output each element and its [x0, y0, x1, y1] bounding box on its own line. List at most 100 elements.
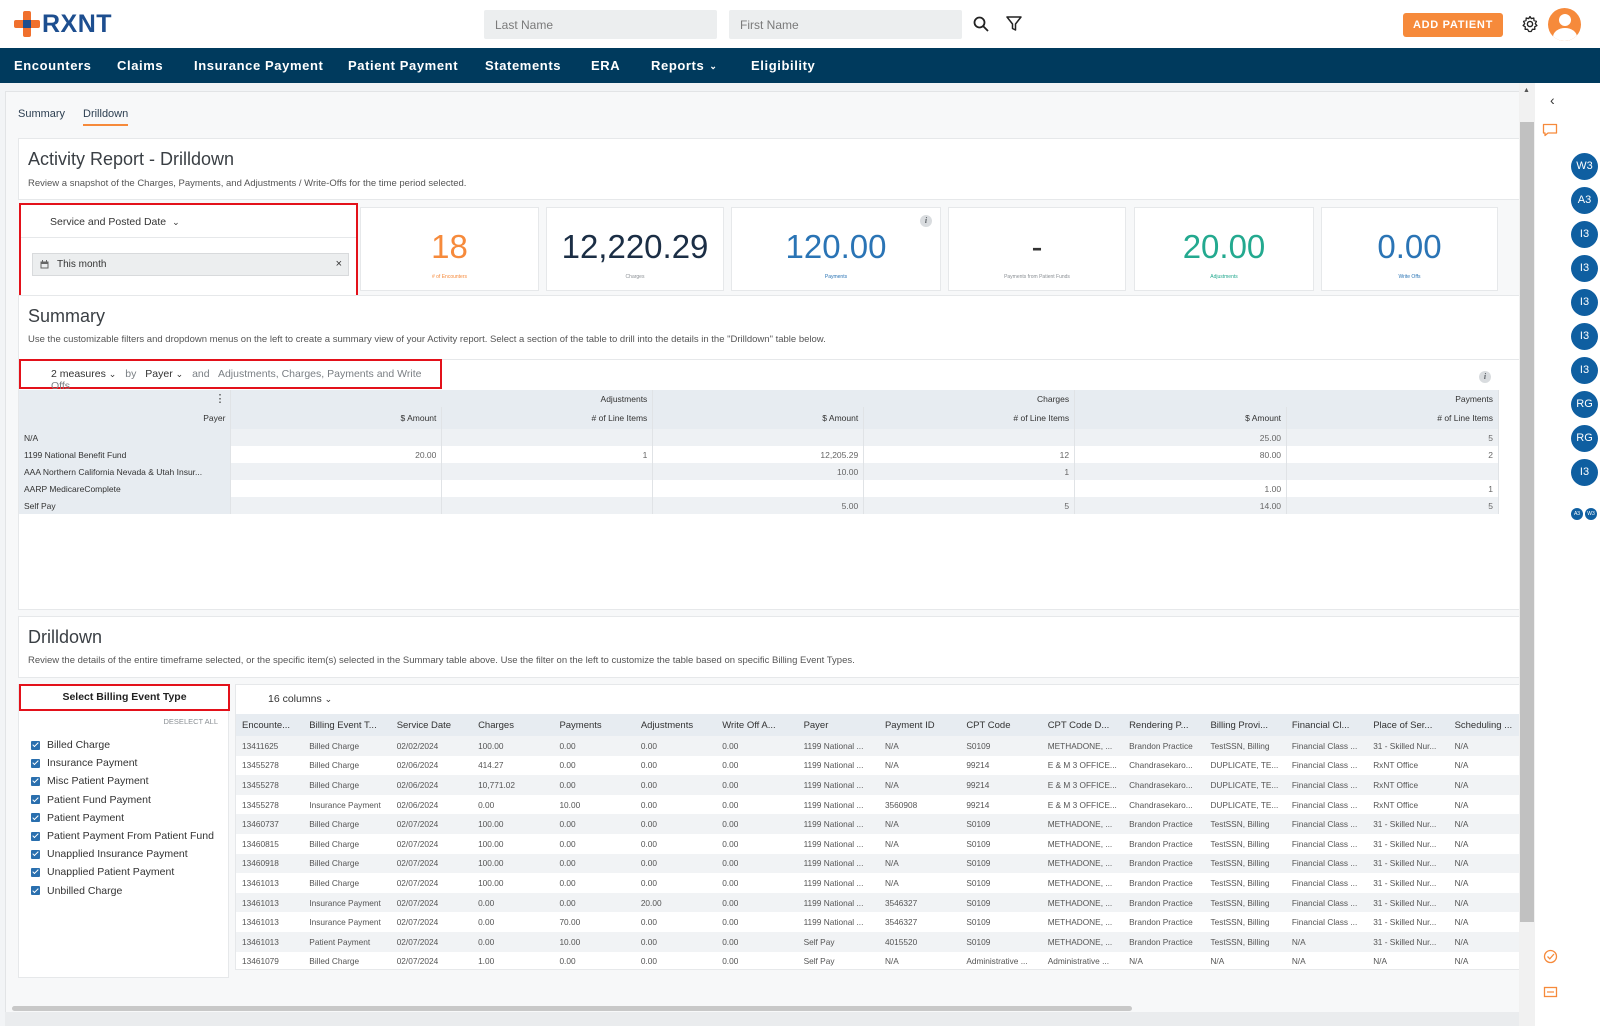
table-row[interactable]: 13460737 Billed Charge 02/07/2024 100.00 0.0…: [236, 814, 1528, 834]
checkbox-checked-icon[interactable]: [31, 776, 40, 786]
pivot-cell[interactable]: 80.00: [1074, 446, 1288, 463]
user-avatar[interactable]: [1548, 8, 1581, 41]
deselect-all-button[interactable]: DESELECT ALL: [163, 717, 218, 726]
group-header[interactable]: Charges: [652, 390, 1076, 407]
pivot-row[interactable]: Self Pay 5.00 5 14.00 5: [19, 497, 1499, 514]
pivot-cell[interactable]: 5: [1286, 497, 1499, 514]
checkbox-checked-icon[interactable]: [31, 831, 40, 841]
pivot-cell[interactable]: 10.00: [652, 463, 865, 480]
checkbox-checked-icon[interactable]: [31, 795, 40, 805]
checkbox-checked-icon[interactable]: [31, 740, 40, 750]
info-icon[interactable]: i: [920, 215, 932, 227]
rxnt-logo[interactable]: RXNT: [14, 10, 112, 38]
chat-icon[interactable]: [1542, 123, 1558, 137]
nav-statements[interactable]: Statements: [485, 58, 562, 73]
pivot-cell[interactable]: 1: [441, 446, 654, 463]
horizontal-scrollbar[interactable]: [12, 1006, 1132, 1011]
date-range-input[interactable]: This month ×: [32, 253, 349, 276]
nav-encounters[interactable]: Encounters: [14, 58, 92, 73]
user-badge[interactable]: I3: [1571, 357, 1598, 384]
table-row[interactable]: 13461013 Insurance Payment 02/07/2024 0.00 7…: [236, 912, 1528, 932]
table-row[interactable]: 13455278 Insurance Payment 02/06/2024 0.00 1…: [236, 795, 1528, 815]
pivot-cell[interactable]: 12: [863, 446, 1076, 463]
kpi-adjustments[interactable]: 20.00 Adjustments: [1134, 207, 1314, 291]
clear-icon[interactable]: ×: [335, 258, 342, 270]
nav-era[interactable]: ERA: [591, 58, 621, 73]
column-header[interactable]: Encounte...: [236, 714, 304, 736]
check-circle-icon[interactable]: [1543, 949, 1558, 964]
nav-insurance-payment[interactable]: Insurance Payment: [194, 58, 324, 73]
pivot-cell[interactable]: [1286, 463, 1499, 480]
billing-event-checkbox[interactable]: Unapplied Insurance Payment: [31, 848, 188, 860]
user-badge[interactable]: I3: [1571, 289, 1598, 316]
measures-dropdown[interactable]: 2 measures: [51, 368, 106, 380]
table-row[interactable]: 13455278 Billed Charge 02/06/2024 414.27 0.0…: [236, 756, 1528, 776]
table-row[interactable]: 13411625 Billed Charge 02/02/2024 100.00 0.0…: [236, 736, 1528, 756]
billing-event-checkbox[interactable]: Patient Payment From Patient Fund: [31, 830, 214, 842]
table-row[interactable]: 13461013 Patient Payment 02/07/2024 0.00 10.…: [236, 931, 1528, 952]
sub-header[interactable]: # of Line Items: [863, 407, 1076, 429]
pivot-cell[interactable]: [1074, 463, 1288, 480]
small-user-badge[interactable]: A3: [1571, 508, 1583, 520]
group-by-dropdown[interactable]: Payer: [145, 368, 173, 380]
column-header[interactable]: Write Off A...: [716, 714, 798, 736]
pivot-cell[interactable]: [441, 497, 654, 514]
checkbox-checked-icon[interactable]: [31, 849, 40, 859]
table-row[interactable]: 13461079 Billed Charge 02/07/2024 1.00 0.00 0…: [236, 952, 1528, 969]
first-name-input[interactable]: [729, 10, 962, 39]
info-icon[interactable]: i: [1479, 371, 1491, 383]
pivot-cell[interactable]: [652, 480, 865, 497]
scroll-up-icon[interactable]: ▲: [1523, 87, 1530, 94]
column-header[interactable]: Payments: [553, 714, 635, 736]
user-badge[interactable]: I3: [1571, 459, 1598, 486]
user-badge[interactable]: RG: [1571, 425, 1598, 452]
billing-event-checkbox[interactable]: Insurance Payment: [31, 757, 137, 769]
kpi-write-offs[interactable]: 0.00 Write Offs: [1321, 207, 1498, 291]
search-icon[interactable]: [972, 15, 990, 33]
pivot-cell[interactable]: 20.00: [230, 446, 443, 463]
pivot-cell[interactable]: [230, 497, 443, 514]
billing-event-checkbox[interactable]: Billed Charge: [31, 739, 110, 751]
table-row[interactable]: 13460918 Billed Charge 02/07/2024 100.00 0.0…: [236, 853, 1528, 874]
column-header[interactable]: Place of Ser...: [1367, 714, 1449, 736]
small-user-badge[interactable]: W3: [1585, 508, 1597, 520]
column-header[interactable]: Billing Provi...: [1204, 714, 1286, 736]
billing-event-checkbox[interactable]: Unapplied Patient Payment: [31, 866, 174, 878]
payer-cell[interactable]: AARP MedicareComplete: [19, 480, 232, 497]
pivot-cell[interactable]: [230, 463, 443, 480]
pivot-cell[interactable]: 25.00: [1074, 429, 1288, 446]
add-patient-button[interactable]: ADD PATIENT: [1403, 13, 1503, 37]
billing-event-type-header[interactable]: Select Billing Event Type: [19, 684, 230, 711]
user-badge[interactable]: RG: [1571, 391, 1598, 418]
group-header[interactable]: Adjustments: [230, 390, 654, 407]
column-header[interactable]: Financial Cl...: [1285, 714, 1368, 736]
nav-claims[interactable]: Claims: [117, 58, 164, 73]
payer-cell[interactable]: 1199 National Benefit Fund: [19, 446, 232, 463]
payer-cell[interactable]: Self Pay: [19, 497, 232, 514]
message-icon[interactable]: [1543, 986, 1558, 1000]
column-header[interactable]: CPT Code: [960, 714, 1042, 736]
pivot-row[interactable]: 1199 National Benefit Fund 20.00 1 12,205.2…: [19, 446, 1499, 463]
user-badge[interactable]: W3: [1571, 153, 1598, 180]
billing-event-checkbox[interactable]: Misc Patient Payment: [31, 775, 149, 787]
nav-eligibility[interactable]: Eligibility: [751, 58, 816, 73]
pivot-cell[interactable]: [230, 429, 443, 446]
pivot-cell[interactable]: 14.00: [1074, 497, 1288, 514]
collapse-chevron-icon[interactable]: ‹: [1550, 92, 1555, 108]
table-row[interactable]: 13460815 Billed Charge 02/07/2024 100.00 0.0…: [236, 834, 1528, 854]
pivot-menu-icon[interactable]: ⋮: [19, 390, 232, 407]
group-header[interactable]: Payments: [1074, 390, 1499, 407]
pivot-row[interactable]: N/A 25.00 5: [19, 429, 1499, 446]
user-badge[interactable]: A3: [1571, 187, 1598, 214]
billing-event-checkbox[interactable]: Patient Payment: [31, 812, 124, 824]
column-header[interactable]: CPT Code D...: [1041, 714, 1124, 736]
checkbox-checked-icon[interactable]: [31, 758, 40, 768]
column-header[interactable]: Scheduling ...: [1448, 714, 1528, 736]
column-header[interactable]: Service Date: [390, 714, 473, 736]
columns-dropdown[interactable]: 16 columns ⌄: [268, 693, 332, 705]
pivot-row[interactable]: AARP MedicareComplete 1.00 1: [19, 480, 1499, 497]
date-type-dropdown[interactable]: Service and Posted Date ⌄: [50, 216, 180, 228]
pivot-row[interactable]: AAA Northern California Nevada & Utah In…: [19, 463, 1499, 480]
kpi-charges[interactable]: 12,220.29 Charges: [546, 207, 724, 291]
pivot-cell[interactable]: [230, 480, 443, 497]
